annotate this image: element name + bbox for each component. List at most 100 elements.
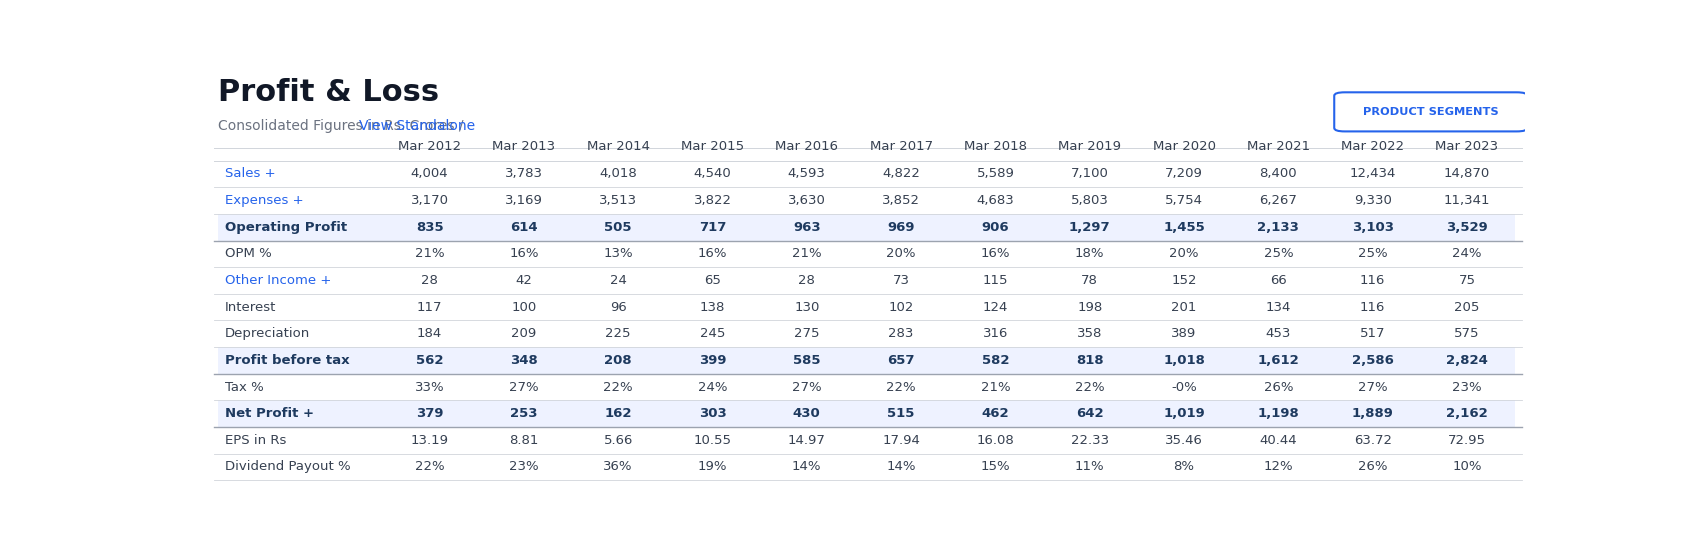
Text: 63.72: 63.72	[1354, 434, 1392, 447]
Text: 117: 117	[417, 301, 442, 314]
Text: 3,103: 3,103	[1352, 221, 1394, 234]
Text: 5.66: 5.66	[603, 434, 634, 447]
Text: 316: 316	[983, 328, 1008, 340]
Text: 8.81: 8.81	[510, 434, 539, 447]
Text: 209: 209	[512, 328, 537, 340]
Text: Net Profit +: Net Profit +	[225, 407, 313, 420]
Text: 717: 717	[700, 221, 727, 234]
Text: 12,434: 12,434	[1350, 167, 1396, 180]
Text: 17.94: 17.94	[883, 434, 920, 447]
Text: 201: 201	[1171, 301, 1196, 314]
Text: 134: 134	[1265, 301, 1291, 314]
Text: 100: 100	[512, 301, 537, 314]
Text: 13%: 13%	[603, 247, 634, 261]
Text: 78: 78	[1081, 274, 1098, 287]
Text: Mar 2018: Mar 2018	[964, 140, 1027, 153]
Text: 399: 399	[698, 354, 727, 367]
Text: Expenses +: Expenses +	[225, 194, 303, 207]
Text: 4,540: 4,540	[693, 167, 732, 180]
Text: 116: 116	[1360, 274, 1386, 287]
Text: PRODUCT SEGMENTS: PRODUCT SEGMENTS	[1364, 107, 1499, 117]
Text: 1,019: 1,019	[1164, 407, 1204, 420]
Text: 1,889: 1,889	[1352, 407, 1394, 420]
Text: Profit before tax: Profit before tax	[225, 354, 349, 367]
Text: 36%: 36%	[603, 460, 634, 474]
Text: 1,297: 1,297	[1069, 221, 1111, 234]
Text: 102: 102	[888, 301, 913, 314]
Text: 14.97: 14.97	[788, 434, 825, 447]
Text: 16%: 16%	[981, 247, 1010, 261]
Text: 26%: 26%	[1359, 460, 1387, 474]
Text: 96: 96	[610, 301, 627, 314]
Text: 16%: 16%	[698, 247, 727, 261]
Text: 8,400: 8,400	[1260, 167, 1298, 180]
Text: 2,824: 2,824	[1447, 354, 1487, 367]
Text: 205: 205	[1453, 301, 1479, 314]
Text: 4,018: 4,018	[600, 167, 637, 180]
Text: Tax %: Tax %	[225, 381, 264, 393]
Text: 9,330: 9,330	[1354, 194, 1391, 207]
Text: 8%: 8%	[1174, 460, 1194, 474]
Text: 22%: 22%	[603, 381, 634, 393]
Text: 505: 505	[605, 221, 632, 234]
Text: 42: 42	[515, 274, 532, 287]
Text: 348: 348	[510, 354, 537, 367]
Text: 462: 462	[981, 407, 1010, 420]
Text: 27%: 27%	[793, 381, 822, 393]
Bar	[219, 214, 1516, 240]
Text: 184: 184	[417, 328, 442, 340]
Text: 35.46: 35.46	[1165, 434, 1203, 447]
Text: Mar 2012: Mar 2012	[398, 140, 461, 153]
Text: 24: 24	[610, 274, 627, 287]
Text: 11%: 11%	[1076, 460, 1104, 474]
Text: 25%: 25%	[1264, 247, 1293, 261]
Text: 124: 124	[983, 301, 1008, 314]
Text: 40.44: 40.44	[1260, 434, 1298, 447]
Text: Profit & Loss: Profit & Loss	[219, 78, 439, 107]
Text: 19%: 19%	[698, 460, 727, 474]
Text: Dividend Payout %: Dividend Payout %	[225, 460, 351, 474]
Text: 4,593: 4,593	[788, 167, 825, 180]
Text: 2,162: 2,162	[1447, 407, 1487, 420]
Text: 22%: 22%	[1076, 381, 1104, 393]
Text: 18%: 18%	[1076, 247, 1104, 261]
Text: 642: 642	[1076, 407, 1103, 420]
Text: 379: 379	[415, 407, 444, 420]
Text: 963: 963	[793, 221, 820, 234]
Text: 4,004: 4,004	[410, 167, 449, 180]
Text: 389: 389	[1171, 328, 1196, 340]
Text: 585: 585	[793, 354, 820, 367]
Text: 3,513: 3,513	[600, 194, 637, 207]
Text: 26%: 26%	[1264, 381, 1293, 393]
Text: 14%: 14%	[886, 460, 916, 474]
Text: 25%: 25%	[1359, 247, 1387, 261]
Text: 10%: 10%	[1452, 460, 1482, 474]
Bar	[219, 347, 1516, 374]
Text: 7,209: 7,209	[1165, 167, 1203, 180]
Text: 21%: 21%	[981, 381, 1010, 393]
Text: 245: 245	[700, 328, 725, 340]
Bar	[219, 401, 1516, 427]
Text: 33%: 33%	[415, 381, 444, 393]
Text: 75: 75	[1459, 274, 1475, 287]
Text: 66: 66	[1270, 274, 1287, 287]
Text: 73: 73	[893, 274, 910, 287]
Text: 225: 225	[605, 328, 630, 340]
Text: 2,586: 2,586	[1352, 354, 1394, 367]
Text: 28: 28	[422, 274, 439, 287]
Text: 906: 906	[981, 221, 1010, 234]
Text: 7,100: 7,100	[1071, 167, 1108, 180]
Text: 23%: 23%	[510, 460, 539, 474]
Text: 275: 275	[794, 328, 820, 340]
Text: 253: 253	[510, 407, 537, 420]
Text: 24%: 24%	[698, 381, 727, 393]
Text: 1,198: 1,198	[1257, 407, 1299, 420]
Text: 12%: 12%	[1264, 460, 1293, 474]
Text: 657: 657	[888, 354, 915, 367]
Text: Mar 2013: Mar 2013	[493, 140, 556, 153]
Text: 115: 115	[983, 274, 1008, 287]
Text: 3,630: 3,630	[788, 194, 825, 207]
Text: Sales +: Sales +	[225, 167, 276, 180]
Text: Mar 2019: Mar 2019	[1059, 140, 1121, 153]
Text: 23%: 23%	[1452, 381, 1482, 393]
